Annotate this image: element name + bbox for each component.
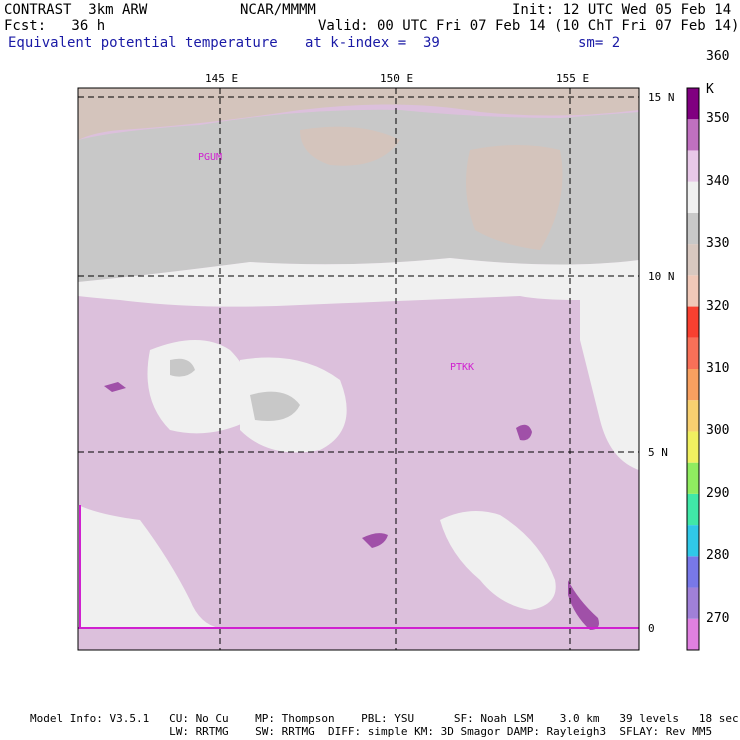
colorbar-swatch bbox=[687, 150, 699, 182]
colorbar-swatch bbox=[687, 556, 699, 588]
colorbar-swatch bbox=[687, 306, 699, 338]
light-patch-east bbox=[580, 288, 639, 470]
colorbar-label: 300 bbox=[706, 423, 730, 439]
colorbar-swatch bbox=[687, 525, 699, 557]
warm-tan-region bbox=[78, 88, 639, 140]
colorbar-label: 360 bbox=[706, 48, 730, 64]
smoothing-label: sm= 2 bbox=[578, 35, 621, 51]
lat-lon-grid bbox=[78, 88, 639, 650]
dark-purple-patch bbox=[516, 424, 532, 441]
colorbar-label: 290 bbox=[706, 485, 730, 501]
colorbar-swatch bbox=[687, 244, 699, 276]
valid-time: Valid: 00 UTC Fri 07 Feb 14 (10 ChT Fri … bbox=[318, 18, 740, 34]
lon-label: 150 E bbox=[380, 72, 414, 85]
colorbar-label: 340 bbox=[706, 173, 730, 189]
center-label: NCAR/MMMM bbox=[240, 2, 316, 18]
colorbar-swatch bbox=[687, 212, 699, 245]
model-title: CONTRAST 3km ARW bbox=[4, 2, 148, 18]
lon-label: 145 E bbox=[205, 72, 239, 85]
station-label: PTKK bbox=[450, 362, 475, 373]
lat-label: 10 N bbox=[648, 270, 675, 283]
colorbar-swatch bbox=[687, 337, 699, 369]
colorbar-label: 280 bbox=[706, 548, 730, 564]
colorbar-label: 320 bbox=[706, 298, 730, 314]
field-name: Equivalent potential temperature bbox=[8, 35, 278, 51]
colorbar-label: 350 bbox=[706, 111, 730, 127]
dark-purple-patch bbox=[362, 533, 388, 548]
level-label: at k-index = 39 bbox=[305, 35, 440, 51]
colorbar-frame bbox=[686, 87, 700, 651]
colorbar-swatch bbox=[687, 181, 699, 213]
colorbar-swatch bbox=[687, 462, 699, 494]
map-frame bbox=[77, 87, 640, 651]
colorbar-swatch bbox=[687, 493, 699, 526]
colorbar-label: 330 bbox=[706, 236, 730, 252]
colorbar-swatch bbox=[687, 369, 699, 401]
colorbar-swatch bbox=[687, 618, 699, 650]
light-band bbox=[78, 258, 639, 307]
colorbar bbox=[686, 87, 700, 651]
init-time: Init: 12 UTC Wed 05 Feb 14 bbox=[512, 2, 732, 18]
colorbar-swatch bbox=[687, 88, 699, 120]
colorbar-swatch bbox=[687, 275, 699, 307]
colorbar-label: 310 bbox=[706, 361, 730, 376]
lat-label: 15 N bbox=[648, 91, 675, 104]
gray-patch bbox=[250, 391, 300, 421]
light-patch-southwest bbox=[78, 505, 220, 628]
gray-patch bbox=[170, 358, 195, 377]
tan-patch bbox=[466, 145, 563, 250]
model-info-line2: LW: RRTMG SW: RRTMG DIFF: simple KM: 3D … bbox=[30, 725, 713, 738]
colorbar-swatch bbox=[687, 587, 699, 619]
lat-label: 0 bbox=[648, 622, 655, 635]
lat-label: 5 N bbox=[648, 446, 668, 459]
colorbar-swatch bbox=[687, 431, 699, 463]
model-info-line1: Model Info: V3.5.1 CU: No Cu MP: Thompso… bbox=[30, 712, 739, 725]
colorbar-swatch bbox=[687, 400, 699, 432]
lon-label: 155 E bbox=[556, 72, 590, 85]
colorbar-swatch bbox=[687, 119, 699, 151]
tan-patch bbox=[300, 126, 400, 166]
forecast-hour: Fcst: 36 h bbox=[4, 18, 106, 34]
station-label: PGUM bbox=[198, 152, 223, 163]
dark-purple-patch bbox=[104, 382, 126, 392]
dark-purple-patch bbox=[568, 580, 599, 630]
colorbar-unit: K bbox=[706, 82, 714, 97]
colorbar-label: 270 bbox=[706, 610, 730, 626]
light-patch-south bbox=[440, 511, 556, 610]
